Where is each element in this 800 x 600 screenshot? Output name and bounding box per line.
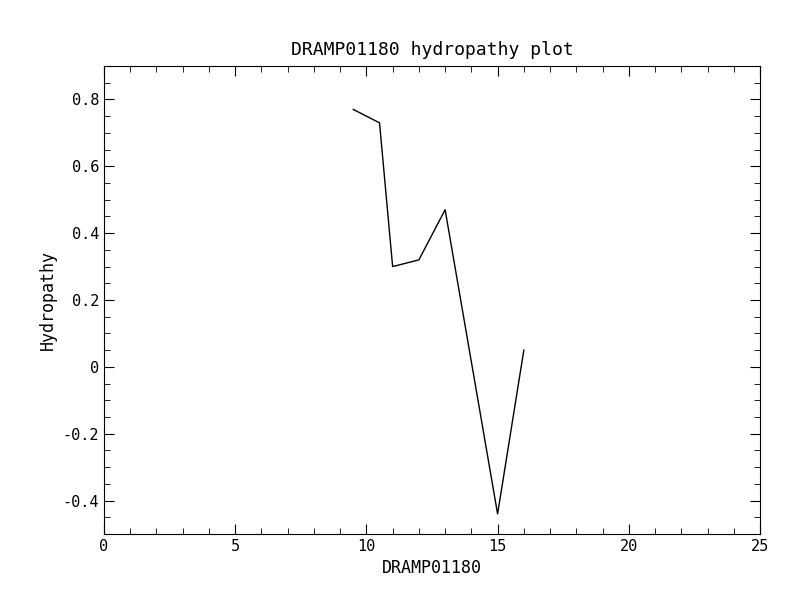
Title: DRAMP01180 hydropathy plot: DRAMP01180 hydropathy plot — [290, 41, 574, 59]
X-axis label: DRAMP01180: DRAMP01180 — [382, 559, 482, 577]
Y-axis label: Hydropathy: Hydropathy — [39, 250, 57, 350]
